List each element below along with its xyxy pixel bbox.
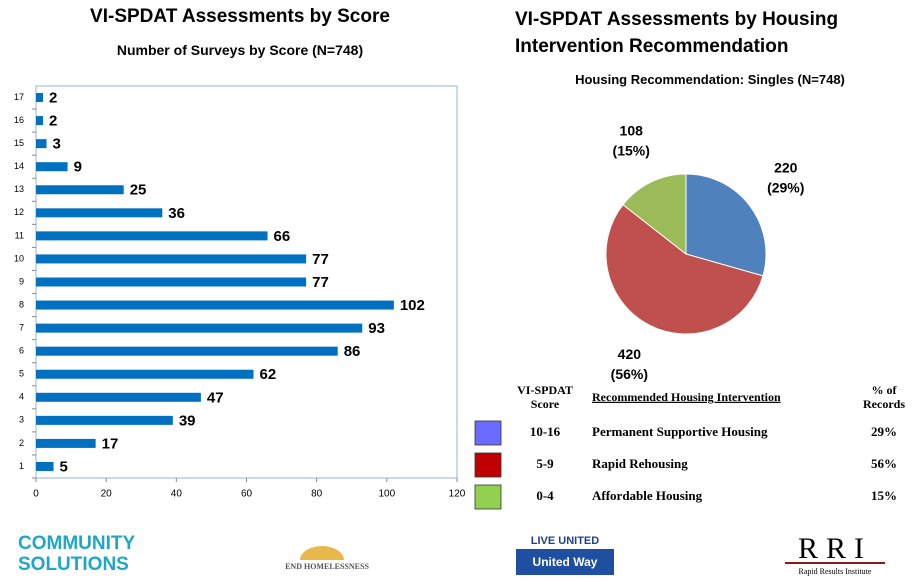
pie-slice <box>685 173 767 277</box>
y-tick-label: 10 <box>14 253 24 263</box>
y-tick-label: 6 <box>19 346 24 356</box>
bar-value-label: 62 <box>260 366 277 383</box>
pie-slice <box>622 173 687 256</box>
pie-percent-label: (29%) <box>767 179 804 195</box>
table-header: Recommended Housing Intervention <box>592 390 781 404</box>
bar-value-label: 36 <box>168 205 185 222</box>
bar-value-label: 77 <box>312 251 329 268</box>
y-tick-label: 14 <box>14 161 24 171</box>
y-tick-label: 2 <box>19 438 24 448</box>
bar-value-label: 3 <box>53 136 61 153</box>
pie-chart-subtitle: Housing Recommendation: Singles (N=748) <box>575 72 845 87</box>
y-tick-label: 8 <box>19 299 24 309</box>
table-header: VI-SPDAT Score <box>517 383 573 411</box>
bar-value-label: 2 <box>49 89 57 106</box>
bar-value-label: 93 <box>368 320 385 337</box>
bar-value-label: 17 <box>102 435 119 452</box>
x-tick-label: 80 <box>311 489 323 500</box>
table-cell: 0-4 <box>536 488 554 503</box>
bar-value-label: 25 <box>130 182 147 199</box>
pie-value-label: 220 <box>774 159 798 175</box>
pie-percent-label: (56%) <box>611 366 648 382</box>
bar-value-label: 9 <box>74 159 82 176</box>
bar <box>36 185 124 195</box>
bar <box>36 346 338 356</box>
legend-swatch <box>474 420 502 446</box>
table-cell: 10-16 <box>530 424 561 439</box>
y-tick-label: 7 <box>19 322 24 332</box>
y-tick-label: 15 <box>14 138 24 148</box>
bar <box>36 415 173 425</box>
bar <box>36 369 254 379</box>
y-tick-label: 13 <box>14 184 24 194</box>
bar <box>36 231 268 241</box>
bar <box>36 162 68 172</box>
bar-value-label: 77 <box>312 274 329 291</box>
y-tick-label: 9 <box>19 276 24 286</box>
y-tick-label: 5 <box>19 369 24 379</box>
logo-rri: RRI <box>797 532 872 565</box>
legend-swatch <box>474 452 502 478</box>
table-cell: Rapid Rehousing <box>592 456 688 471</box>
bar-value-label: 102 <box>400 297 425 314</box>
bar <box>36 277 307 287</box>
table-cell: 5-9 <box>536 456 554 471</box>
bar <box>36 438 96 448</box>
x-tick-label: 0 <box>33 489 39 500</box>
bar <box>36 461 54 471</box>
table-cell: 56% <box>871 456 897 471</box>
x-tick-label: 40 <box>171 489 183 500</box>
bar <box>36 254 307 264</box>
bar-value-label: 2 <box>49 113 57 130</box>
table-header: % of Records <box>863 383 905 411</box>
table-cell: Affordable Housing <box>592 488 703 503</box>
pie-chart-title: VI-SPDAT Assessments by Housing Interven… <box>515 9 839 57</box>
x-tick-label: 100 <box>378 489 395 500</box>
y-tick-label: 11 <box>15 230 24 240</box>
y-tick-label: 17 <box>14 92 24 102</box>
x-tick-label: 120 <box>449 489 466 500</box>
bar <box>36 392 201 402</box>
table-cell: 29% <box>871 424 897 439</box>
y-tick-label: 16 <box>14 115 24 125</box>
y-tick-label: 4 <box>19 392 24 402</box>
y-tick-label: 3 <box>19 415 24 425</box>
bar <box>36 323 363 333</box>
bar-value-label: 5 <box>60 458 68 475</box>
pie-percent-label: (15%) <box>613 142 650 158</box>
pie-value-label: 420 <box>618 346 642 362</box>
pie-slice <box>605 204 764 335</box>
y-tick-label: 12 <box>14 207 24 217</box>
logo-live-united: LIVE UNITED <box>530 535 600 547</box>
table-cell: Permanent Supportive Housing <box>592 424 768 439</box>
bar-chart-title: VI-SPDAT Assessments by Score <box>90 6 390 27</box>
bar-value-label: 39 <box>179 412 196 429</box>
logo-community-solutions: COMMUNITY SOLUTIONS <box>18 533 135 575</box>
bar <box>36 139 47 149</box>
x-tick-label: 60 <box>241 489 253 500</box>
bar-chart-subtitle: Number of Surveys by Score (N=748) <box>116 42 364 58</box>
bar-value-label: 66 <box>274 228 291 245</box>
bar-value-label: 86 <box>344 343 361 360</box>
legend-swatch <box>474 484 502 510</box>
y-tick-label: 1 <box>19 461 24 471</box>
bar <box>36 208 163 218</box>
bar <box>36 93 44 103</box>
logo-rri-caption: Rapid Results Institute <box>798 567 872 576</box>
bar <box>36 116 44 126</box>
bar-value-label: 47 <box>207 389 224 406</box>
pie-value-label: 108 <box>620 122 644 138</box>
bar <box>36 300 394 310</box>
logo-united-way: United Way <box>516 549 614 575</box>
logo-sun <box>300 546 344 560</box>
x-tick-label: 20 <box>101 489 113 500</box>
logo-end-homelessness: END HOMELESSNESS <box>285 562 369 571</box>
table-cell: 15% <box>871 488 897 503</box>
